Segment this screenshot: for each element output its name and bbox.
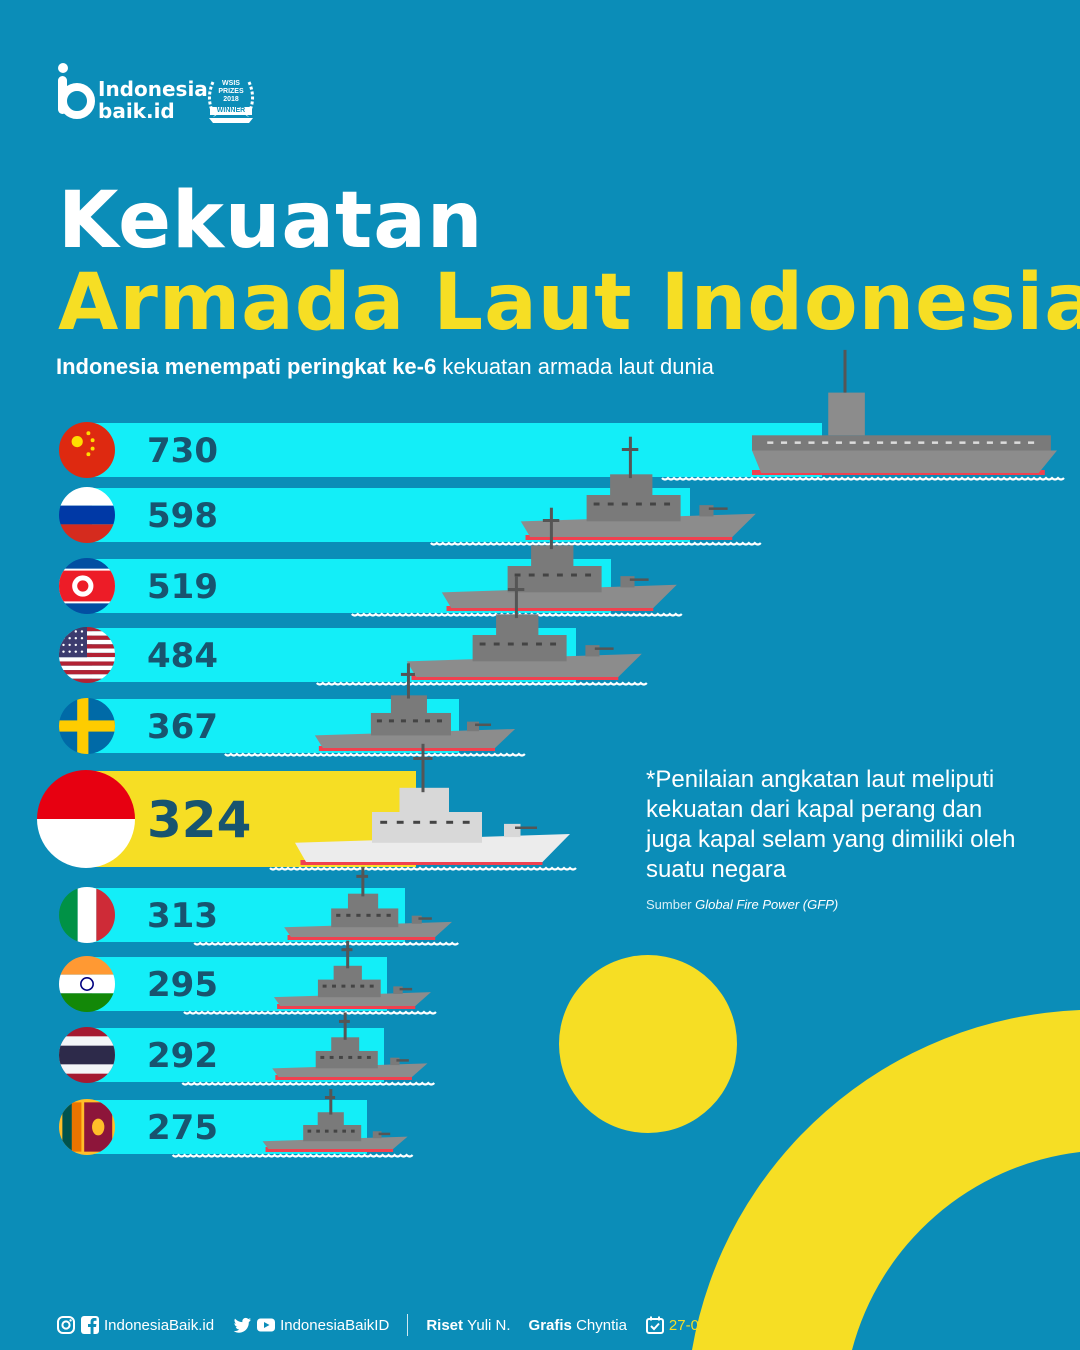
bar-row-3: 519 bbox=[59, 507, 683, 617]
riset-name: Yuli N. bbox=[467, 1316, 511, 1334]
footer: IndonesiaBaik.id IndonesiaBaikID Riset Y… bbox=[56, 1310, 746, 1340]
bar-value-6: 324 bbox=[147, 791, 251, 849]
source-label: Sumber bbox=[646, 897, 692, 912]
north-korea-flag-icon bbox=[59, 558, 115, 614]
footer-date: 27-01-2023 bbox=[668, 1316, 746, 1334]
sri-lanka-flag-icon bbox=[59, 1099, 115, 1155]
title-line-2: Armada Laut Indonesia bbox=[58, 258, 1080, 348]
award-line-4: WINNER bbox=[210, 107, 252, 115]
bar-row-1: 730 bbox=[59, 349, 1065, 481]
bar-value-8: 295 bbox=[147, 965, 218, 1005]
brand-name-line2: baik.id bbox=[98, 99, 175, 123]
bar-row-8: 295 bbox=[59, 940, 437, 1015]
award-text: WSIS PRIZES 2018 WINNER bbox=[210, 80, 252, 115]
grafis-name: Chyntia bbox=[576, 1316, 627, 1334]
grafis-label: Grafis bbox=[528, 1316, 572, 1334]
brand-name: Indonesia baik.id bbox=[98, 78, 208, 122]
thailand-flag-icon bbox=[59, 1027, 115, 1083]
bar-value-3: 519 bbox=[147, 567, 218, 607]
bar-value-1: 730 bbox=[147, 431, 218, 471]
subtitle: Indonesia menempati peringkat ke-6 kekua… bbox=[56, 354, 714, 380]
bar-value-7: 313 bbox=[147, 896, 218, 936]
source-name: Global Fire Power (GFP) bbox=[695, 897, 839, 912]
facebook-icon[interactable] bbox=[80, 1315, 100, 1335]
youtube-icon[interactable] bbox=[256, 1315, 276, 1335]
bar-row-9: 292 bbox=[59, 1012, 436, 1086]
india-flag-icon bbox=[59, 956, 115, 1012]
bar-1 bbox=[92, 423, 822, 477]
bar-row-2: 598 bbox=[59, 436, 762, 546]
title-line-1: Kekuatan bbox=[58, 176, 484, 266]
award-line-3: 2018 bbox=[223, 96, 239, 103]
twitter-icon[interactable] bbox=[232, 1315, 252, 1335]
bar-value-5: 367 bbox=[147, 707, 218, 747]
bar-row-5: 367 bbox=[59, 663, 526, 757]
usa-flag-icon bbox=[59, 627, 115, 683]
russia-flag-icon bbox=[59, 487, 115, 543]
brand-name-line1: Indonesia bbox=[98, 77, 208, 101]
indonesia-flag-icon bbox=[37, 770, 135, 868]
footer-handle-2[interactable]: IndonesiaBaikID bbox=[280, 1316, 390, 1334]
sweden-flag-icon bbox=[59, 698, 115, 754]
bar-row-4: 484 bbox=[59, 576, 648, 686]
subtitle-bold: Indonesia menempati peringkat ke-6 bbox=[56, 354, 437, 379]
calendar-icon bbox=[645, 1316, 664, 1334]
award-line-1: WSIS bbox=[222, 80, 240, 87]
bar-value-4: 484 bbox=[147, 636, 218, 676]
bar-row-7: 313 bbox=[59, 866, 459, 946]
bar-row-10: 275 bbox=[59, 1089, 414, 1158]
source-text: Sumber Global Fire Power (GFP) bbox=[646, 897, 838, 912]
footer-handle-1[interactable]: IndonesiaBaik.id bbox=[104, 1316, 215, 1334]
china-flag-icon bbox=[59, 422, 115, 478]
yellow-circle-decor bbox=[559, 955, 737, 1133]
footer-divider bbox=[407, 1314, 409, 1336]
bar-value-2: 598 bbox=[147, 496, 218, 536]
bar-row-6: 324 bbox=[37, 743, 577, 871]
award-line-2: PRIZES bbox=[218, 88, 244, 95]
note-text: *Penilaian angkatan laut meliputi kekuat… bbox=[646, 766, 1016, 883]
riset-label: Riset bbox=[426, 1316, 463, 1334]
indonesiabaik-logo bbox=[58, 63, 95, 119]
bar-value-9: 292 bbox=[147, 1036, 218, 1076]
italy-flag-icon bbox=[59, 887, 115, 943]
yellow-arc-decor bbox=[692, 1010, 1080, 1350]
bar-value-10: 275 bbox=[147, 1108, 218, 1148]
subtitle-rest: kekuatan armada laut dunia bbox=[436, 354, 714, 379]
instagram-icon[interactable] bbox=[56, 1315, 76, 1335]
